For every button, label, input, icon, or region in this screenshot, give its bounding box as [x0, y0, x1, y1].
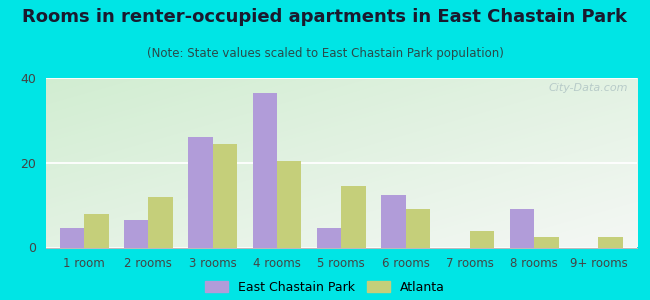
Legend: East Chastain Park, Atlanta: East Chastain Park, Atlanta	[205, 281, 445, 294]
Text: Rooms in renter-occupied apartments in East Chastain Park: Rooms in renter-occupied apartments in E…	[23, 8, 627, 26]
Bar	[84, 214, 109, 248]
Bar	[60, 228, 84, 248]
Bar	[599, 237, 623, 247]
Bar	[510, 209, 534, 247]
Text: (Note: State values scaled to East Chastain Park population): (Note: State values scaled to East Chast…	[146, 46, 504, 59]
Bar	[470, 230, 494, 248]
Bar	[341, 186, 366, 248]
Bar	[253, 93, 277, 248]
Bar	[213, 144, 237, 248]
Bar	[317, 228, 341, 248]
Bar	[277, 160, 302, 247]
Bar	[124, 220, 148, 248]
Bar	[381, 194, 406, 248]
Bar	[148, 197, 173, 248]
Bar	[534, 237, 558, 247]
Text: City-Data.com: City-Data.com	[549, 83, 628, 93]
Bar	[188, 137, 213, 248]
Bar	[406, 209, 430, 247]
